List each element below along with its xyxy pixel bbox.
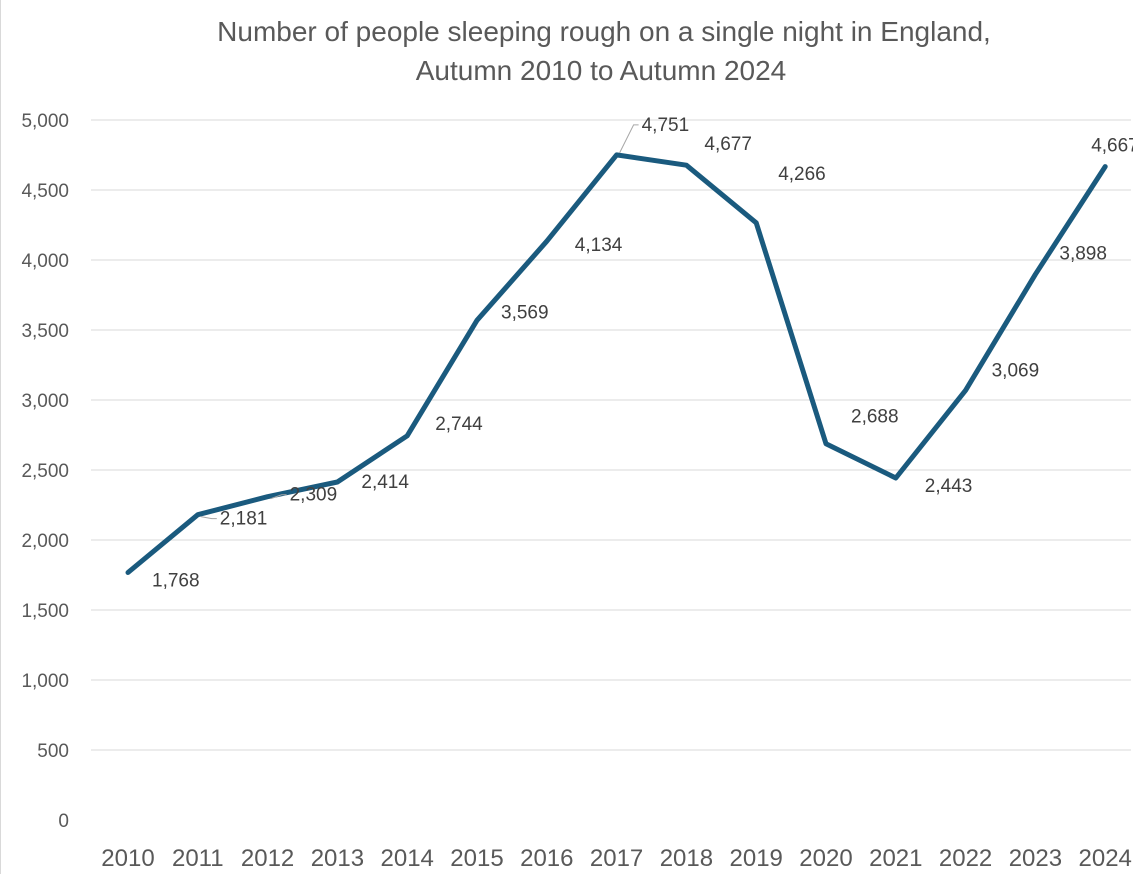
y-tick-label: 0 bbox=[58, 811, 69, 832]
series-line bbox=[125, 152, 1108, 575]
data-point bbox=[1104, 166, 1106, 168]
data-label: 2,181 bbox=[220, 509, 268, 530]
x-tick-label: 2013 bbox=[311, 845, 364, 872]
data-point bbox=[336, 481, 338, 483]
y-tick-label: 3,000 bbox=[21, 391, 69, 412]
gridlines bbox=[91, 119, 1131, 751]
x-tick-label: 2020 bbox=[799, 845, 852, 872]
data-point bbox=[616, 154, 618, 156]
data-label: 4,751 bbox=[642, 115, 690, 136]
data-label: 2,443 bbox=[925, 476, 973, 497]
y-tick-label: 1,500 bbox=[21, 601, 69, 622]
data-label: 4,667 bbox=[1091, 136, 1133, 157]
x-tick-label: 2022 bbox=[939, 845, 992, 872]
x-tick-label: 2010 bbox=[101, 845, 154, 872]
x-tick-label: 2021 bbox=[869, 845, 922, 872]
y-axis-tick-labels: 0 500 1,000 1,500 2,000 2,500 3,000 3,500 4,000 4… bbox=[21, 111, 69, 832]
leader-lines bbox=[200, 124, 639, 520]
x-tick-label: 2017 bbox=[590, 845, 643, 872]
x-tick-label: 2024 bbox=[1079, 845, 1132, 872]
data-point bbox=[825, 443, 827, 445]
data-label: 2,309 bbox=[290, 485, 338, 506]
data-point bbox=[197, 514, 199, 516]
x-axis-tick-labels: 2010 2011 2012 2013 2014 2015 2016 2017 2018 2019… bbox=[101, 845, 1132, 872]
y-tick-label: 2,000 bbox=[21, 531, 69, 552]
chart-title: Number of people sleeping rough on a sin… bbox=[217, 16, 991, 47]
data-label: 3,569 bbox=[501, 302, 549, 323]
x-tick-label: 2019 bbox=[730, 845, 783, 872]
data-point bbox=[406, 435, 408, 437]
data-point bbox=[1034, 273, 1036, 275]
x-tick-label: 2011 bbox=[172, 845, 224, 872]
data-label: 1,768 bbox=[152, 570, 200, 591]
data-point bbox=[965, 389, 967, 391]
x-tick-label: 2016 bbox=[520, 845, 573, 872]
data-point bbox=[546, 240, 548, 242]
leader-line bbox=[270, 494, 287, 500]
y-tick-label: 3,500 bbox=[21, 321, 69, 342]
y-tick-label: 2,500 bbox=[21, 461, 69, 482]
y-tick-label: 5,000 bbox=[21, 111, 69, 132]
data-label: 3,898 bbox=[1059, 243, 1107, 264]
data-point bbox=[895, 477, 897, 479]
data-label: 4,134 bbox=[575, 235, 623, 256]
series-line-group bbox=[125, 152, 1108, 575]
data-label: 2,414 bbox=[361, 472, 409, 493]
leader-line bbox=[200, 516, 217, 520]
data-point bbox=[755, 222, 757, 224]
data-point bbox=[476, 319, 478, 321]
x-tick-label: 2015 bbox=[450, 845, 503, 872]
data-label: 2,688 bbox=[851, 407, 899, 428]
data-point bbox=[127, 571, 129, 573]
x-tick-label: 2012 bbox=[241, 845, 294, 872]
leader-line bbox=[619, 124, 639, 154]
y-tick-label: 500 bbox=[37, 741, 69, 762]
data-label: 4,677 bbox=[704, 134, 752, 155]
y-tick-label: 4,000 bbox=[21, 251, 69, 272]
data-label: 4,266 bbox=[778, 164, 826, 185]
data-point bbox=[685, 164, 687, 166]
data-labels: 1,768 2,181 2,309 2,414 2,744 3,569 4,134 4,751… bbox=[152, 115, 1133, 592]
x-tick-label: 2018 bbox=[660, 845, 713, 872]
chart-subtitle: Autumn 2010 to Autumn 2024 bbox=[416, 55, 787, 86]
data-label: 2,744 bbox=[435, 414, 483, 435]
y-tick-label: 1,000 bbox=[21, 671, 69, 692]
x-tick-label: 2014 bbox=[381, 845, 434, 872]
y-tick-label: 4,500 bbox=[21, 181, 69, 202]
x-tick-label: 2023 bbox=[1009, 845, 1062, 872]
data-point bbox=[267, 496, 269, 498]
data-label: 3,069 bbox=[992, 360, 1040, 381]
